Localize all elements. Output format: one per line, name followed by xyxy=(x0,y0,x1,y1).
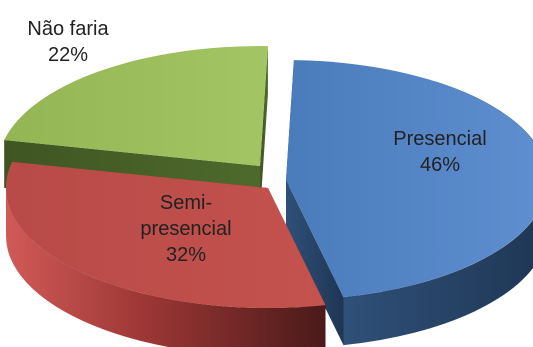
label-presencial-name: Presencial xyxy=(393,128,487,150)
slice-presencial-top xyxy=(286,60,533,298)
label-nao-faria-name: Não faria xyxy=(27,18,109,40)
label-semi-presencial-name-line1: Semi- xyxy=(159,192,213,214)
label-semi-presencial: Semi- presencial 32% xyxy=(116,190,256,268)
label-nao-faria: Não faria 22% xyxy=(0,16,138,68)
label-presencial: Presencial 46% xyxy=(370,126,510,178)
slice-nao-faria-wall-end xyxy=(260,46,268,214)
slice-semi-presencial-top xyxy=(5,162,326,309)
label-semi-presencial-value: 32% xyxy=(165,244,207,266)
label-semi-presencial-name-line2: presencial xyxy=(140,218,232,240)
slice-presencial-wall-end xyxy=(286,180,344,346)
label-presencial-value: 46% xyxy=(419,154,461,176)
label-nao-faria-value: 22% xyxy=(47,44,89,66)
slice-semi-presencial xyxy=(5,162,326,347)
slice-presencial xyxy=(286,60,533,346)
slice-nao-faria-top xyxy=(4,46,268,166)
slice-semi-presencial-outer-side xyxy=(6,188,326,347)
